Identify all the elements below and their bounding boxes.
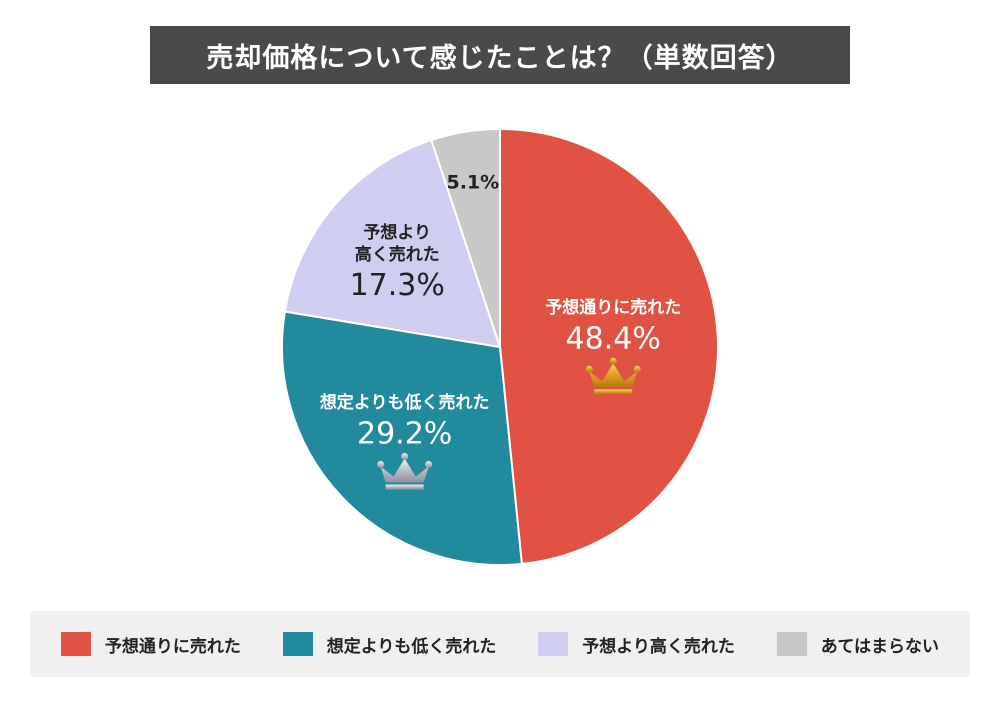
pie-slice [281, 310, 523, 566]
legend: 予想通りに売れた 想定よりも低く売れた 予想より高く売れた あてはまらない [30, 611, 970, 677]
legend-label: あてはまらない [820, 636, 940, 657]
chart-title: 売却価格について感じたことは？（単数回答） [150, 26, 850, 84]
legend-item: 予想より高く売れた [538, 632, 735, 657]
slice-category-label: 予想より [363, 222, 431, 243]
pie-slice [283, 138, 502, 349]
legend-swatch [282, 632, 313, 656]
legend-swatch [60, 632, 91, 656]
legend-label: 予想より高く売れた [582, 636, 735, 657]
slice-category-label: 高く売れた [355, 244, 440, 265]
slice-category-label: 想定よりも低く売れた [320, 392, 490, 413]
pie-slice [499, 127, 719, 565]
silver-crown-icon [377, 453, 433, 490]
slice-category-label: 予想通りに売れた [545, 297, 681, 318]
legend-swatch [538, 632, 569, 656]
gold-crown-icon [585, 357, 641, 395]
slice-value-label: 48.4% [566, 321, 661, 356]
slice-value-label: 17.3% [350, 268, 445, 303]
slice-value-label: 29.2% [357, 417, 452, 452]
legend-item: 予想通りに売れた [60, 632, 241, 657]
legend-item: あてはまらない [776, 632, 940, 657]
pie-slice [430, 127, 501, 348]
slice-value-label: 5.1% [447, 172, 500, 194]
legend-item: 想定よりも低く売れた [282, 632, 497, 657]
legend-label: 予想通りに売れた [104, 636, 241, 657]
legend-label: 想定よりも低く売れた [326, 636, 497, 657]
legend-swatch [776, 632, 807, 656]
